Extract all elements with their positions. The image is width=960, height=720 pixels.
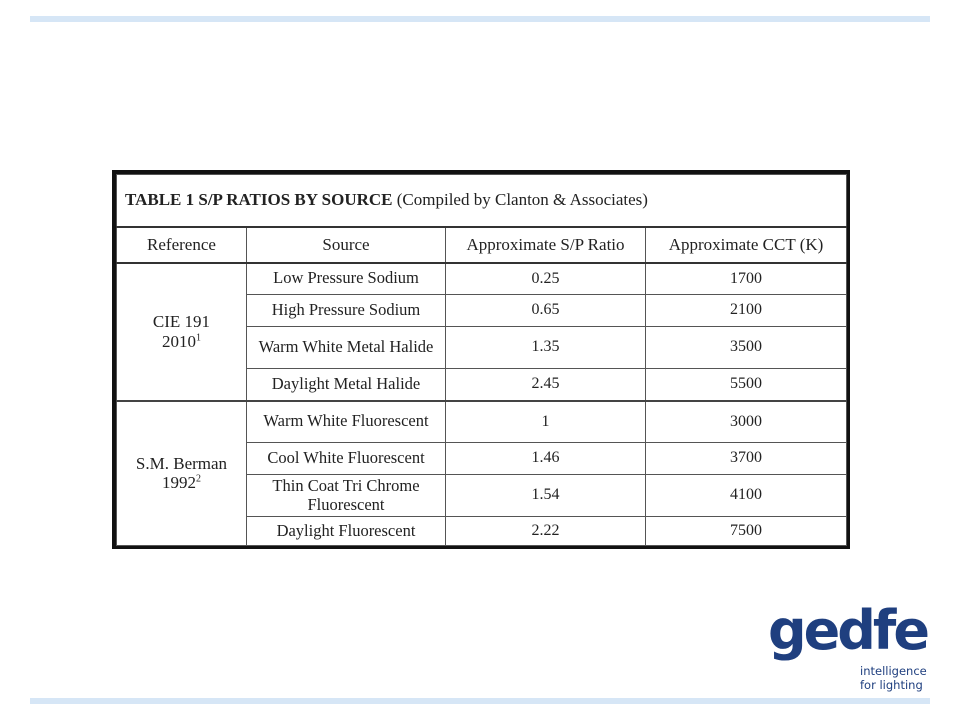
source-cell: Daylight Metal Halide: [246, 368, 446, 402]
table-row: Daylight Fluorescent 2.22 7500: [117, 516, 848, 546]
sp-ratio-table: TABLE 1 S/P RATIOS BY SOURCE (Compiled b…: [115, 174, 848, 546]
bottom-rule: [30, 698, 930, 704]
source-cell: Warm White Metal Halide: [246, 326, 446, 369]
cct-cell: 5500: [644, 368, 848, 402]
reference-year: 1992: [162, 473, 196, 493]
table-row: Thin Coat Tri Chrome Fluorescent 1.54 41…: [117, 474, 848, 517]
sp-ratio-cell: 0.25: [445, 262, 646, 295]
logo-wordmark: gedfe: [768, 599, 930, 662]
reference-name: CIE 191: [152, 311, 211, 331]
table-row: Daylight Metal Halide 2.45 5500: [117, 368, 848, 402]
table-row: Cool White Fluorescent 1.46 3700: [117, 442, 848, 475]
column-header-source: Source: [246, 226, 446, 264]
reference-cell-cie: CIE 191 20101: [116, 262, 247, 402]
reference-cell-berman: S.M. Berman 19922: [116, 400, 247, 546]
gedfe-logo: gedfe intelligence for lighting: [768, 599, 930, 694]
cct-cell: 7500: [644, 516, 848, 546]
logo-tagline-line2: for lighting: [860, 678, 923, 692]
source-cell: Low Pressure Sodium: [246, 262, 446, 295]
table-row: High Pressure Sodium 0.65 2100: [117, 294, 848, 327]
table-caption-title: TABLE 1 S/P RATIOS BY SOURCE: [125, 190, 393, 210]
table-row: CIE 191 20101 Low Pressure Sodium 0.25 1…: [116, 262, 848, 402]
sp-ratio-cell: 1: [445, 400, 646, 443]
reference-footnote: 1: [196, 331, 201, 343]
reference-name: S.M. Berman: [135, 453, 228, 473]
source-cell: Thin Coat Tri Chrome Fluorescent: [246, 474, 446, 517]
sp-ratio-table-frame: TABLE 1 S/P RATIOS BY SOURCE (Compiled b…: [112, 170, 850, 549]
cct-cell: 2100: [644, 294, 848, 327]
column-header-sp-ratio: Approximate S/P Ratio: [445, 226, 646, 264]
reference-year: 2010: [162, 331, 196, 351]
table-row: S.M. Berman 19922 Warm White Fluorescent…: [116, 400, 848, 546]
reference-footnote: 2: [196, 473, 201, 485]
cct-cell: 1700: [644, 262, 848, 295]
source-cell: Warm White Fluorescent: [246, 400, 446, 443]
table-header-row: Reference Source Approximate S/P Ratio A…: [116, 226, 848, 264]
column-header-reference: Reference: [116, 226, 247, 264]
source-cell: Daylight Fluorescent: [246, 516, 446, 546]
top-rule: [30, 16, 930, 22]
table-caption-row: TABLE 1 S/P RATIOS BY SOURCE (Compiled b…: [115, 174, 848, 228]
sp-ratio-cell: 2.22: [445, 516, 646, 546]
cct-cell: 3500: [644, 326, 848, 369]
table-caption-subtitle: (Compiled by Clanton & Associates): [392, 190, 648, 210]
logo-tagline: intelligence for lighting: [860, 664, 927, 692]
cct-cell: 3000: [644, 400, 848, 443]
sp-ratio-cell: 0.65: [445, 294, 646, 327]
logo-tagline-line1: intelligence: [860, 664, 927, 678]
sp-ratio-cell: 2.45: [445, 368, 646, 402]
sp-ratio-cell: 1.54: [445, 474, 646, 517]
sp-ratio-cell: 1.35: [445, 326, 646, 369]
column-header-cct: Approximate CCT (K): [644, 226, 848, 264]
table-row: Warm White Metal Halide 1.35 3500: [117, 326, 848, 369]
table-caption: TABLE 1 S/P RATIOS BY SOURCE (Compiled b…: [115, 174, 848, 228]
source-cell: High Pressure Sodium: [246, 294, 446, 327]
cct-cell: 4100: [644, 474, 848, 517]
sp-ratio-cell: 1.46: [445, 442, 646, 475]
source-cell: Cool White Fluorescent: [246, 442, 446, 475]
cct-cell: 3700: [644, 442, 848, 475]
